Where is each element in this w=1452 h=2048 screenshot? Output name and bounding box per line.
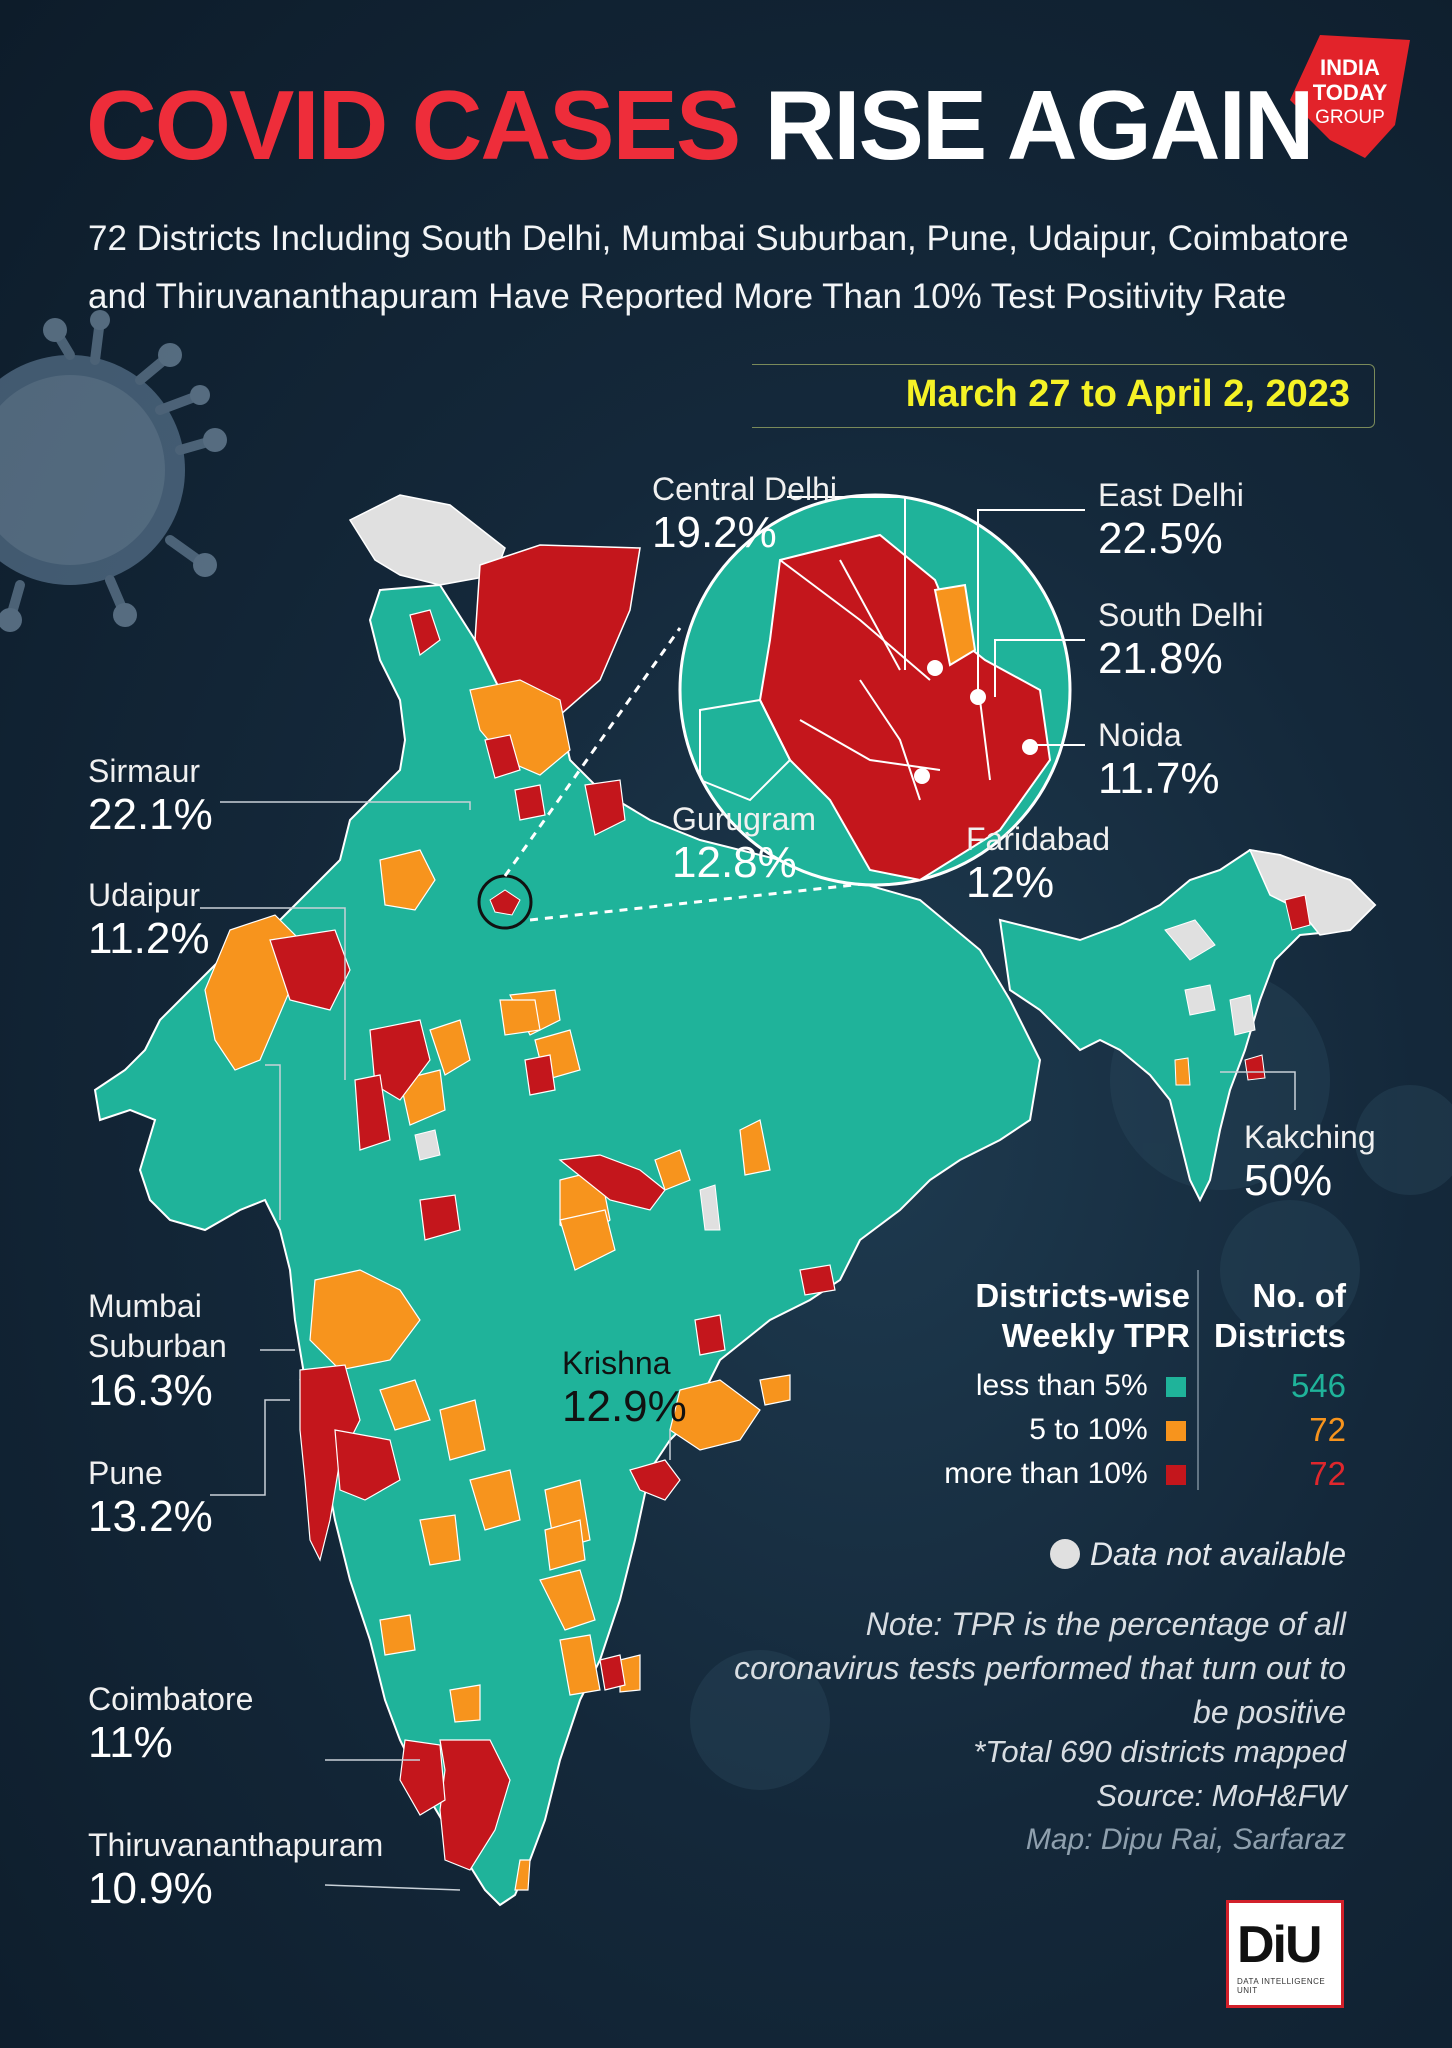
label-name: Mumbai Suburban — [88, 1288, 227, 1364]
legend-not-available: Data not available — [1000, 1532, 1346, 1576]
label-coimbatore: Coimbatore 11% — [88, 1680, 253, 1768]
subtitle: 72 Districts Including South Delhi, Mumb… — [88, 219, 1349, 316]
label-value: 22.1% — [88, 790, 213, 839]
legend: Districts-wise Weekly TPR — [940, 1276, 1190, 1356]
legend-label: more than 10% — [944, 1457, 1148, 1490]
diu-logo-text: DiU — [1237, 1916, 1323, 1974]
label-south-delhi: South Delhi 21.8% — [1098, 596, 1263, 684]
label-value: 10.9% — [88, 1864, 213, 1913]
label-name: Noida — [1098, 717, 1182, 753]
label-name: Udaipur — [88, 877, 201, 913]
label-kakching: Kakching 50% — [1244, 1118, 1376, 1206]
label-name: Faridabad — [966, 821, 1111, 857]
label-east-delhi: East Delhi 22.5% — [1098, 476, 1244, 564]
not-available-text: Data not available — [1000, 1532, 1346, 1576]
virus-icon — [0, 310, 227, 632]
legend-swatch — [1166, 1421, 1186, 1441]
legend-count: 72 — [1309, 1411, 1346, 1448]
legend-label: less than 5% — [975, 1369, 1148, 1402]
label-value: 50% — [1244, 1156, 1333, 1205]
svg-text:GROUP: GROUP — [1315, 107, 1385, 128]
legend-heading: Districts-wise Weekly TPR — [975, 1277, 1190, 1354]
legend-count-heading: No. of Districts — [1213, 1277, 1346, 1354]
label-faridabad: Faridabad 12% — [966, 820, 1110, 908]
svg-text:INDIA: INDIA — [1320, 55, 1380, 80]
label-name: Kakching — [1244, 1119, 1376, 1155]
label-central-delhi: Central Delhi 19.2% — [652, 470, 837, 558]
headline-part1: COVID CASES — [86, 70, 741, 180]
delhi-inset-map — [678, 493, 1085, 887]
not-available-swatch — [1049, 1539, 1080, 1569]
legend-counts: 546 72 72 — [1210, 1364, 1346, 1496]
label-sirmaur: Sirmaur 22.1% — [88, 752, 213, 840]
label-value: 21.8% — [1098, 634, 1223, 683]
legend-label: 5 to 10% — [1029, 1413, 1148, 1446]
label-name: Central Delhi — [652, 471, 837, 507]
legend-row-low: less than 5% — [840, 1364, 1186, 1408]
label-name: Krishna — [562, 1345, 671, 1381]
label-value: 11.2% — [88, 914, 210, 963]
label-mumbai-suburban: Mumbai Suburban 16.3% — [88, 1286, 288, 1416]
headline-part2: RISE AGAIN — [764, 70, 1314, 180]
footer: *Total 690 districts mapped Source: MoH&… — [800, 1730, 1346, 1862]
label-value: 19.2% — [652, 508, 777, 557]
label-value: 16.3% — [88, 1366, 213, 1415]
label-value: 13.2% — [88, 1492, 213, 1541]
label-noida: Noida 11.7% — [1098, 716, 1220, 804]
label-value: 12% — [966, 858, 1055, 907]
diu-logo-sub: DATA INTELLIGENCE UNIT — [1237, 1977, 1326, 1995]
label-value: 11% — [88, 1718, 173, 1767]
legend-count-heading-wrap: No. of Districts — [1206, 1276, 1346, 1356]
label-gurugram: Gurugram 12.8% — [672, 800, 816, 888]
note: Note: TPR is the percentage of all coron… — [734, 1606, 1346, 1730]
legend-row-high: more than 10% — [840, 1452, 1186, 1496]
footer-credit: Map: Dipu Rai, Sarfaraz — [1025, 1823, 1346, 1856]
legend-swatch — [1166, 1377, 1186, 1397]
label-value: 22.5% — [1098, 514, 1223, 563]
footer-source: Source: MoH&FW — [1096, 1778, 1346, 1813]
headline: COVID CASES RISE AGAIN — [86, 70, 1315, 180]
date-range: March 27 to April 2, 2023 — [905, 373, 1350, 415]
label-value: 12.9% — [562, 1382, 687, 1431]
label-name: Thiruvananthapuram — [88, 1827, 384, 1863]
label-value: 11.7% — [1098, 754, 1220, 803]
date-range-box: March 27 to April 2, 2023 — [752, 364, 1375, 428]
legend-row-mid: 5 to 10% — [840, 1408, 1186, 1452]
svg-text:TODAY: TODAY — [1313, 80, 1388, 105]
label-udaipur: Udaipur 11.2% — [88, 876, 210, 964]
legend-rows: less than 5% 5 to 10% more than 10% — [840, 1364, 1186, 1496]
footer-total: *Total 690 districts mapped — [973, 1734, 1346, 1769]
label-krishna: Krishna 12.9% — [562, 1344, 687, 1432]
label-value: 12.8% — [672, 838, 797, 887]
diu-logo: DiU DATA INTELLIGENCE UNIT — [1226, 1900, 1344, 2008]
label-thiruvananthapuram: Thiruvananthapuram 10.9% — [88, 1826, 383, 1914]
label-name: Gurugram — [672, 801, 817, 837]
label-pune: Pune 13.2% — [88, 1454, 213, 1542]
label-name: East Delhi — [1098, 477, 1244, 513]
legend-count: 72 — [1309, 1455, 1346, 1492]
india-today-logo: INDIA TODAY GROUP — [1275, 30, 1415, 160]
label-name: South Delhi — [1098, 597, 1264, 633]
legend-count: 546 — [1290, 1367, 1346, 1404]
label-name: Sirmaur — [88, 753, 201, 789]
not-available-label: Data not available — [1089, 1536, 1346, 1572]
legend-swatch — [1166, 1465, 1186, 1485]
label-name: Pune — [88, 1455, 163, 1491]
label-name: Coimbatore — [88, 1681, 254, 1717]
